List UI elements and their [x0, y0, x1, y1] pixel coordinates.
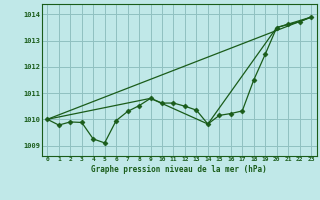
- X-axis label: Graphe pression niveau de la mer (hPa): Graphe pression niveau de la mer (hPa): [91, 165, 267, 174]
